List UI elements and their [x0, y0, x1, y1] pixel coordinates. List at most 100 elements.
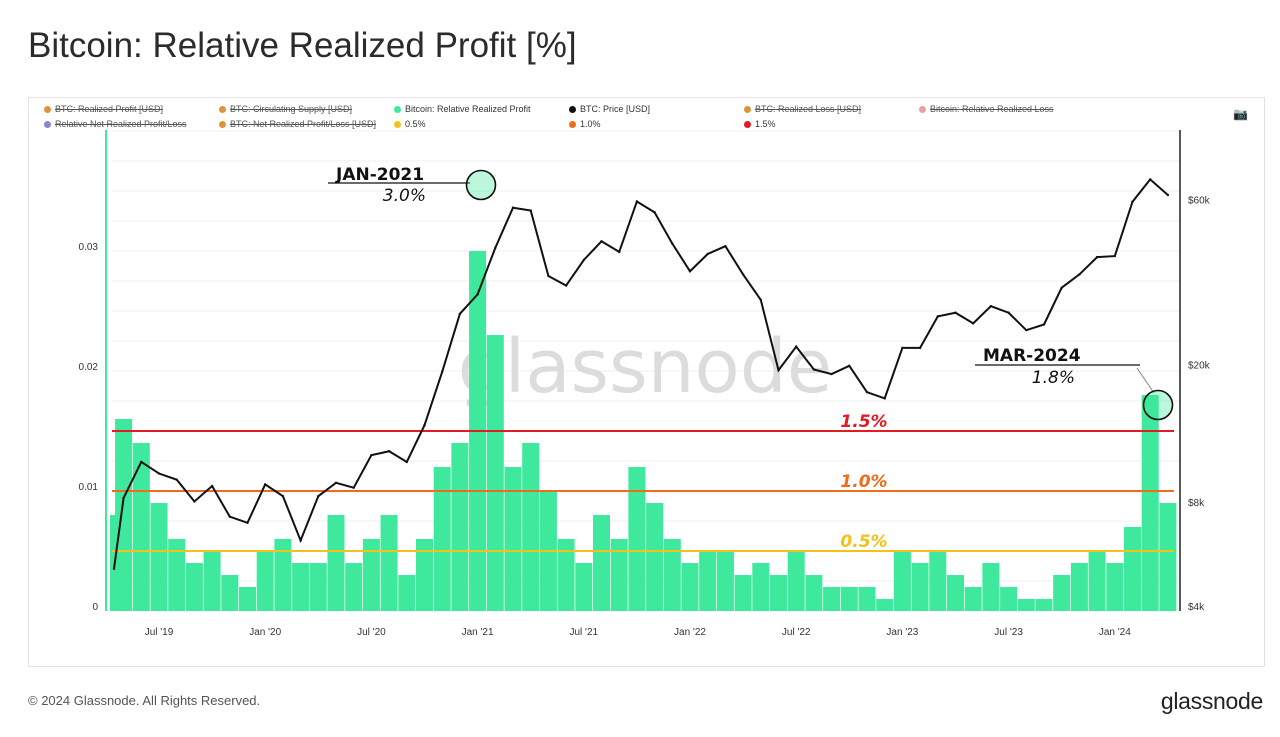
profit-bar — [593, 515, 610, 611]
annotation-title: JAN-2021 — [335, 165, 424, 185]
profit-bar — [451, 443, 469, 611]
right-tick-label: $60k — [1188, 196, 1211, 207]
price-point — [281, 494, 285, 498]
annotation-title: MAR-2024 — [983, 346, 1081, 366]
price-point — [299, 539, 302, 542]
price-point — [458, 312, 462, 315]
price-point — [228, 515, 231, 518]
x-tick-label: Jan '24 — [1099, 627, 1131, 638]
price-point — [405, 460, 408, 464]
profit-bar — [132, 443, 150, 611]
price-point — [122, 496, 125, 500]
profit-bar — [610, 539, 628, 611]
profit-bar — [274, 539, 292, 611]
price-point — [317, 494, 320, 498]
legend-item[interactable]: Bitcoin: Relative Realized Profit — [394, 104, 531, 114]
profit-bar — [575, 563, 593, 611]
price-point — [529, 209, 532, 212]
price-point — [724, 244, 727, 248]
glassnode-logo: glassnode — [1160, 688, 1263, 714]
price-point — [1078, 273, 1081, 276]
price-point — [688, 270, 692, 273]
legend-label: Bitcoin: Relative Realized Loss — [930, 104, 1054, 114]
x-tick-label: Jan '21 — [462, 627, 494, 638]
profit-bar — [522, 443, 540, 611]
price-point — [494, 246, 497, 250]
x-tick-label: Jul '19 — [145, 627, 174, 638]
legend-item[interactable]: BTC: Net Realized Profit/Loss [USD] — [219, 119, 376, 129]
price-point — [210, 484, 214, 488]
price-point — [901, 346, 904, 350]
profit-bar — [345, 563, 363, 611]
profit-bar — [734, 575, 752, 611]
legend-dot-icon — [394, 121, 401, 128]
price-point — [989, 305, 993, 308]
profit-bar — [1070, 563, 1088, 611]
profit-bar — [309, 563, 327, 611]
legend-dot-icon — [44, 121, 51, 128]
profit-bar — [221, 575, 239, 611]
x-tick-label: Jan '22 — [674, 627, 706, 638]
legend-item[interactable]: BTC: Price [USD] — [569, 104, 650, 114]
legend-label: BTC: Price [USD] — [580, 104, 651, 114]
price-point — [334, 481, 338, 485]
profit-bar — [858, 587, 876, 611]
legend-item[interactable]: Relative Net Realized Profit/Loss — [44, 119, 187, 129]
profit-bar — [1106, 563, 1124, 611]
price-point — [387, 450, 391, 453]
legend-dot-icon — [219, 121, 226, 128]
legend-item[interactable]: Bitcoin: Relative Realized Loss — [919, 104, 1054, 114]
profit-bar — [239, 587, 256, 611]
price-point — [1095, 255, 1099, 259]
legend-item[interactable]: 1.0% — [569, 119, 601, 129]
price-point — [706, 252, 709, 256]
annotation-circle — [1142, 389, 1174, 421]
price-point — [193, 500, 196, 503]
price-point — [476, 293, 479, 296]
price-point — [795, 345, 798, 348]
profit-bar — [805, 575, 823, 611]
profit-bar — [1035, 599, 1053, 611]
price-point — [157, 472, 161, 475]
legend-item[interactable]: BTC: Circulating Supply [USD] — [219, 104, 352, 114]
price-point — [582, 258, 585, 262]
legend-label: 1.5% — [755, 119, 776, 129]
profit-bar — [398, 575, 416, 611]
annotation-value: 3.0% — [383, 186, 426, 206]
legend-label: Bitcoin: Relative Realized Profit — [405, 104, 531, 114]
annotation-pointer — [1136, 367, 1155, 394]
profit-bar — [982, 563, 1000, 611]
annotation-circle — [465, 169, 497, 201]
x-tick-label: Jul '22 — [782, 627, 811, 638]
profit-bar — [486, 335, 504, 611]
profit-bar — [787, 551, 805, 611]
legend-item[interactable]: 0.5% — [394, 119, 426, 129]
left-tick-label: 0.03 — [79, 242, 99, 253]
price-point — [618, 250, 621, 254]
legend-item[interactable]: 1.5% — [744, 119, 776, 129]
price-point — [972, 322, 975, 325]
profit-bar — [433, 467, 451, 611]
profit-bar — [292, 563, 310, 611]
profit-bar — [876, 599, 894, 611]
profit-bar — [752, 563, 770, 611]
price-point — [883, 397, 886, 400]
profit-bar — [699, 551, 717, 611]
legend-item[interactable]: BTC: Realized Profit [USD] — [44, 104, 163, 114]
threshold-label: 1.0% — [840, 472, 887, 492]
legend-item[interactable]: BTC: Realized Loss [USD] — [744, 104, 861, 114]
profit-bar — [203, 551, 221, 611]
left-tick-label: 0 — [92, 602, 98, 613]
legend-label: BTC: Circulating Supply [USD] — [230, 104, 353, 114]
x-tick-label: Jul '20 — [357, 627, 386, 638]
legend-label: Relative Net Realized Profit/Loss — [55, 119, 187, 129]
legend-dot-icon — [394, 106, 401, 113]
profit-bar — [929, 551, 947, 611]
profit-bar — [1053, 575, 1071, 611]
camera-icon[interactable]: 📷 — [1233, 107, 1248, 121]
copyright: © 2024 Glassnode. All Rights Reserved. — [28, 693, 261, 708]
price-point — [671, 242, 674, 245]
legend-dot-icon — [744, 121, 751, 128]
profit-bar — [840, 587, 858, 611]
